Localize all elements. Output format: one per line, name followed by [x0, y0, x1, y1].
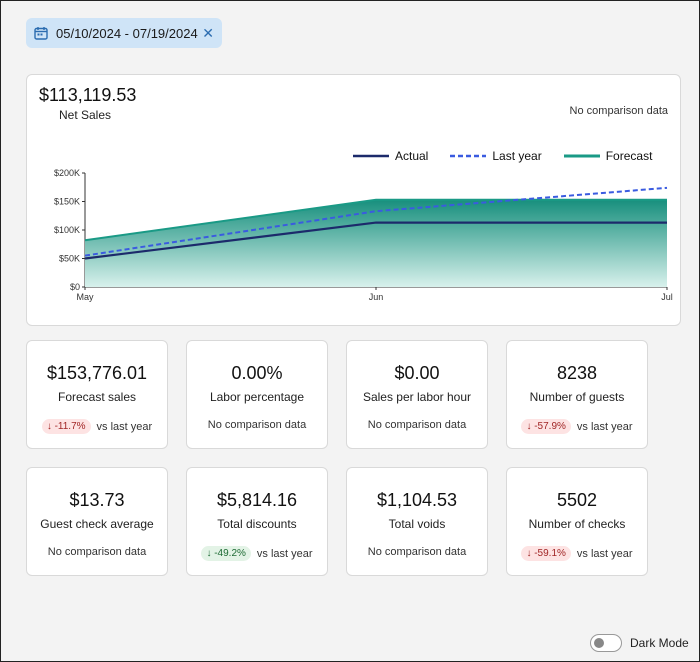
legend-forecast-swatch [563, 154, 600, 158]
forecast-area [85, 199, 667, 287]
stat-comparison: No comparison data [347, 546, 487, 558]
legend-actual-label: Actual [395, 149, 429, 163]
stat-label: Forecast sales [57, 390, 137, 404]
stat-card: $13.73 Guest check average No comparison d… [26, 467, 168, 576]
net-sales-value: $113,119.53 [39, 85, 137, 105]
stat-value: $0.00 [394, 363, 440, 383]
net-sales-label: Net Sales [59, 108, 112, 122]
comparison-text: vs last year [576, 420, 633, 433]
change-badge: ↓ -59.1% [521, 546, 571, 561]
x-tick-label: May [76, 292, 94, 302]
y-tick-label: $150K [54, 197, 80, 207]
change-badge: ↓ -11.7% [41, 419, 91, 434]
comparison-text: vs last year [96, 420, 153, 433]
legend-last-year[interactable]: Last year [450, 149, 542, 163]
last-year-line [84, 186, 668, 257]
legend-actual[interactable]: Actual [353, 149, 428, 163]
stat-value: $1,104.53 [376, 490, 458, 510]
legend-last-year-swatch [450, 154, 487, 158]
close-icon[interactable]: ✕ [202, 24, 214, 41]
comparison-text: No comparison data [47, 546, 147, 558]
stat-comparison: No comparison data [347, 419, 487, 431]
change-badge: ↓ -49.2% [201, 546, 251, 561]
date-range-filter[interactable]: 05/10/2024 - 07/19/2024 ✕ [26, 18, 222, 48]
legend-forecast-label: Forecast [605, 149, 653, 163]
stat-value: $5,814.16 [216, 490, 298, 510]
dark-mode-label: Dark Mode [630, 636, 689, 650]
stat-value: 8238 [556, 363, 598, 383]
legend-forecast[interactable]: Forecast [563, 149, 653, 163]
y-tick-label: $50K [59, 254, 80, 264]
stat-comparison: ↓ -49.2% vs last year [187, 546, 327, 561]
stat-value: 0.00% [231, 363, 283, 383]
stat-label: Total discounts [217, 517, 297, 531]
stat-comparison: ↓ -11.7% vs last year [27, 419, 167, 434]
net-sales-card: $113,119.53 Net Sales No comparison data… [26, 74, 681, 326]
toggle-knob [594, 638, 604, 648]
stat-comparison: ↓ -59.1% vs last year [507, 546, 647, 561]
stat-value: $153,776.01 [46, 363, 148, 383]
dark-mode-toggle-wrap: Dark Mode [590, 634, 689, 652]
stat-card: $5,814.16 Total discounts ↓ -49.2% vs last … [186, 467, 328, 576]
stat-card: 8238 Number of guests ↓ -57.9% vs last year [506, 340, 648, 449]
x-tick-label: Jun [369, 292, 384, 302]
comparison-text: No comparison data [367, 419, 467, 431]
calendar-icon [34, 27, 48, 40]
stat-label: Guest check average [40, 517, 154, 531]
stat-card: 5502 Number of checks ↓ -59.1% vs last year [506, 467, 648, 576]
actual-line [84, 221, 667, 260]
stat-label: Number of guests [529, 390, 625, 404]
comparison-text: vs last year [576, 547, 633, 560]
forecast-line [84, 198, 667, 242]
stat-value: 5502 [556, 490, 598, 510]
change-badge: ↓ -57.9% [521, 419, 571, 434]
stat-card: $0.00 Sales per labor hour No comparison d… [346, 340, 488, 449]
stat-card: 0.00% Labor percentage No comparison data [186, 340, 328, 449]
stat-comparison: ↓ -57.9% vs last year [507, 419, 647, 434]
net-sales-comparison: No comparison data [569, 105, 668, 117]
x-tick-label: Jul [661, 292, 673, 302]
stat-card: $1,104.53 Total voids No comparison data [346, 467, 488, 576]
date-range-text: 05/10/2024 - 07/19/2024 [56, 25, 198, 41]
stat-comparison: No comparison data [187, 419, 327, 431]
y-tick-label: $0 [70, 282, 80, 292]
comparison-text: No comparison data [207, 419, 307, 431]
legend-last-year-label: Last year [492, 149, 542, 163]
stat-value: $13.73 [69, 490, 125, 510]
stat-label: Labor percentage [209, 390, 305, 404]
chart-legend: Actual Last year Forecast [353, 149, 652, 163]
comparison-text: vs last year [256, 547, 313, 560]
stat-label: Number of checks [528, 517, 626, 531]
legend-actual-swatch [353, 154, 389, 158]
comparison-text: No comparison data [367, 546, 467, 558]
stat-comparison: No comparison data [27, 546, 167, 558]
stat-label: Total voids [388, 517, 446, 531]
dark-mode-toggle[interactable] [590, 634, 622, 652]
stat-card: $153,776.01 Forecast sales ↓ -11.7% vs last… [26, 340, 168, 449]
y-tick-label: $100K [54, 225, 80, 235]
stat-label: Sales per labor hour [362, 390, 472, 404]
y-tick-label: $200K [54, 168, 80, 178]
